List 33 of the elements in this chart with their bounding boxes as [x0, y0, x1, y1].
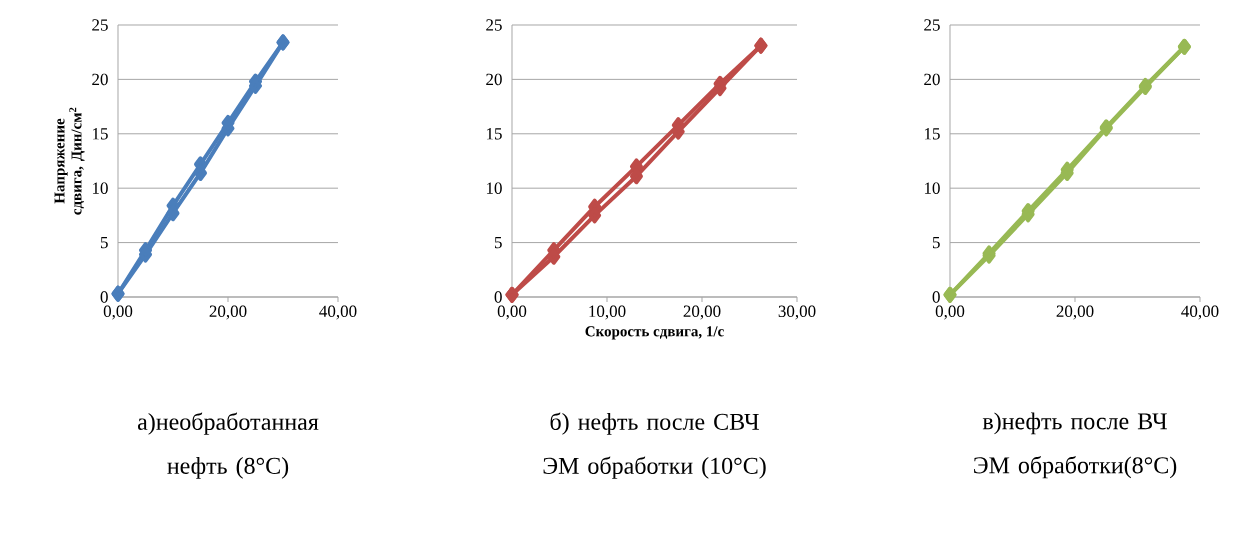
- y-tick-label: 10: [924, 182, 940, 194]
- text: а)необработанная нефть (8°C): [138, 412, 319, 479]
- x-tick-label: 20,00: [209, 305, 247, 320]
- x-tick-label: 40,00: [319, 305, 357, 320]
- y-tick-label: 15: [92, 128, 108, 140]
- x-tick-label: 0,00: [935, 305, 965, 320]
- text: б) нефть после СВЧ ЭМ обработки (10°C): [543, 412, 766, 479]
- y-tick-label: 0: [932, 291, 940, 303]
- x-tick-label: 30,00: [778, 305, 816, 320]
- y-tick-label: 20: [92, 73, 108, 86]
- x-tick-label: 0,00: [103, 305, 133, 320]
- y-tick-label: 5: [494, 236, 502, 249]
- y-tick-label: 10: [92, 182, 108, 194]
- y-tick-label: 5: [100, 236, 108, 249]
- x-tick-label: 20,00: [683, 305, 721, 320]
- y-tick-label: 20: [924, 73, 940, 86]
- y-tick-label: 25: [486, 19, 502, 31]
- y-tick-label: 15: [486, 128, 502, 140]
- y-tick-label: 10: [486, 182, 502, 194]
- y-tick-label: 5: [932, 236, 940, 249]
- x-tick-label: 40,00: [1181, 305, 1219, 320]
- y-tick-label: 20: [486, 73, 502, 86]
- y-tick-label: 25: [92, 19, 108, 31]
- y-axis-title: Напряжение сдвига, Дин/см$^{2}$: [54, 107, 85, 215]
- y-tick-label: 25: [924, 19, 940, 31]
- y-tick-label: 0: [100, 291, 108, 303]
- x-axis-title: Скорость сдвига, 1/с: [585, 326, 724, 340]
- y-tick-label: 15: [924, 128, 940, 140]
- x-tick-label: 20,00: [1056, 305, 1094, 320]
- text: в)нефть после ВЧ ЭМ обработки(8°C): [974, 412, 1177, 479]
- x-tick-label: 0,00: [497, 305, 527, 320]
- y-tick-label: 0: [494, 291, 502, 303]
- x-tick-label: 10,00: [589, 305, 626, 320]
